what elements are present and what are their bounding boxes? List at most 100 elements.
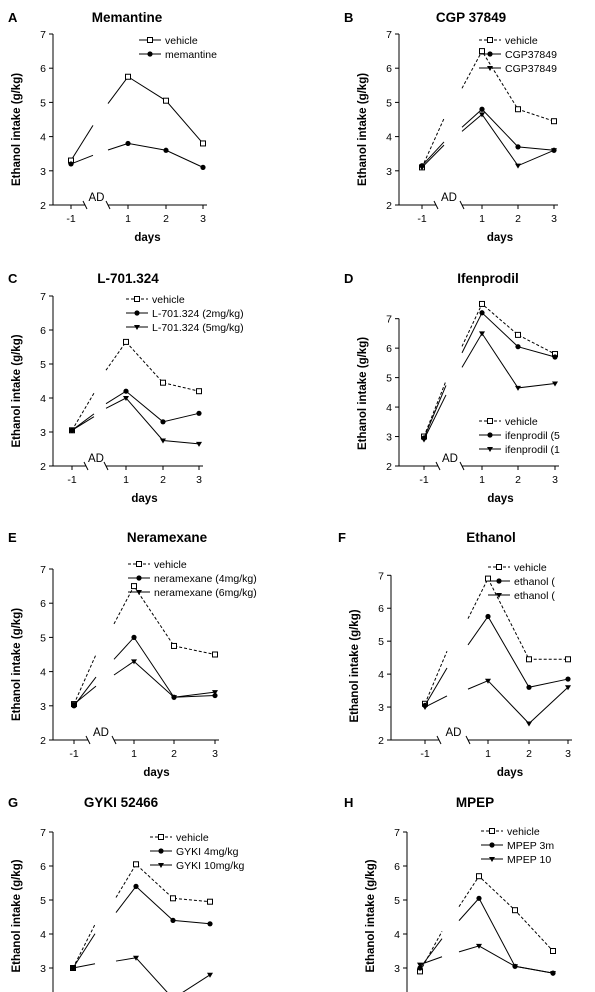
legend: vehicle neramexane (4mg/kg) neramexane (6m… bbox=[128, 559, 257, 599]
data-point-triangle bbox=[552, 381, 558, 387]
series-0 bbox=[70, 861, 213, 971]
data-point-circle bbox=[160, 419, 166, 425]
axis-break-label: AD bbox=[89, 192, 105, 204]
data-point-circle bbox=[479, 106, 485, 112]
series-line-segment bbox=[424, 695, 448, 708]
series-line-segment bbox=[421, 144, 445, 168]
panel-label: D bbox=[344, 271, 353, 286]
series-0 bbox=[68, 73, 206, 164]
legend-marker bbox=[136, 561, 142, 567]
series-line bbox=[467, 577, 568, 660]
series-line bbox=[115, 863, 211, 903]
y-axis-label: Ethanol intake (g/kg) bbox=[365, 859, 377, 972]
series-line bbox=[461, 303, 556, 355]
y-tick-label: 6 bbox=[386, 343, 392, 355]
legend: vehicle ifenprodil (5 ifenprodil (1 bbox=[479, 416, 560, 456]
legend-label: GYKI 4mg/kg bbox=[176, 846, 239, 858]
legend-marker bbox=[147, 51, 153, 57]
series-line-segment bbox=[70, 154, 94, 165]
y-tick-label: 7 bbox=[394, 827, 400, 839]
data-point-triangle bbox=[421, 437, 427, 443]
y-tick-label: 4 bbox=[386, 132, 392, 144]
panel-label: F bbox=[338, 530, 346, 545]
legend-marker bbox=[487, 51, 493, 57]
x-tick-label: 2 bbox=[515, 474, 521, 486]
legend-label: L-701.324 (5mg/kg) bbox=[152, 322, 244, 334]
series-line bbox=[115, 885, 211, 925]
axis-break-mark bbox=[82, 200, 88, 210]
data-point-circle bbox=[212, 692, 218, 699]
x-axis-label: days bbox=[487, 493, 513, 505]
x-tick-label: 1 bbox=[485, 748, 491, 760]
chart-panel-b: B CGP 37849 2 3 4 5 6 7 Ethanol intake (g/kg) AD -… bbox=[344, 10, 558, 244]
series-line-segment bbox=[421, 141, 445, 167]
axis-break-mark bbox=[465, 735, 471, 745]
legend-label: ifenprodil (1 bbox=[505, 444, 560, 456]
series-line-segment bbox=[72, 963, 96, 969]
series-line-segment bbox=[424, 650, 448, 704]
x-tick-label: 1 bbox=[125, 213, 131, 225]
legend-marker bbox=[134, 325, 140, 330]
y-tick-label: 2 bbox=[386, 200, 392, 212]
legend-label: MPEP 10 bbox=[507, 854, 551, 866]
x-tick-label: 2 bbox=[526, 748, 532, 760]
data-point-triangle bbox=[417, 962, 423, 968]
data-point-circle bbox=[485, 613, 491, 620]
data-point-triangle bbox=[131, 659, 137, 665]
series-1 bbox=[69, 388, 202, 433]
axis-break-label: AD bbox=[442, 453, 458, 465]
axis-break-mark bbox=[111, 735, 117, 745]
data-point-square bbox=[200, 140, 206, 147]
y-tick-label: 6 bbox=[386, 63, 392, 75]
data-point-triangle bbox=[515, 163, 521, 169]
data-point-circle bbox=[200, 164, 206, 170]
series-line bbox=[461, 113, 555, 167]
axis-break-mark bbox=[105, 200, 111, 210]
axis-break-mark bbox=[85, 735, 91, 745]
legend-marker bbox=[487, 37, 493, 43]
y-tick-label: 3 bbox=[40, 166, 46, 178]
x-tick-label: 2 bbox=[163, 213, 169, 225]
data-point-square bbox=[131, 583, 137, 590]
series-0 bbox=[421, 300, 558, 440]
data-point-triangle bbox=[479, 331, 485, 337]
series-2 bbox=[419, 112, 557, 171]
legend-label: memantine bbox=[165, 49, 217, 61]
y-tick-label: 2 bbox=[378, 735, 384, 747]
data-point-square bbox=[512, 907, 518, 914]
series-2 bbox=[422, 678, 571, 727]
data-point-square bbox=[526, 656, 532, 663]
y-tick-label: 7 bbox=[40, 827, 46, 839]
data-point-circle bbox=[207, 921, 213, 927]
y-axis-label: Ethanol intake (g/kg) bbox=[357, 73, 369, 186]
series-line bbox=[458, 875, 554, 952]
panel-label: E bbox=[8, 530, 17, 545]
legend: vehicle L-701.324 (2mg/kg) L-701.324 (5mg/… bbox=[126, 294, 244, 334]
legend-marker bbox=[487, 66, 493, 71]
y-tick-label: 6 bbox=[378, 603, 384, 615]
data-point-triangle bbox=[485, 678, 491, 684]
series-line bbox=[105, 341, 200, 392]
y-tick-label: 6 bbox=[40, 63, 46, 75]
data-point-circle bbox=[515, 144, 521, 150]
data-point-square bbox=[479, 300, 485, 307]
data-point-circle bbox=[123, 388, 129, 394]
data-point-circle bbox=[526, 684, 532, 690]
chart-panel-h: H MPEP 3 4 5 6 7 Ethanol intake (g/kg) vehicle MP… bbox=[344, 795, 556, 992]
y-tick-label: 4 bbox=[40, 393, 46, 405]
data-point-triangle bbox=[207, 972, 213, 978]
axis-break-label: AD bbox=[441, 192, 457, 204]
legend: vehicle memantine bbox=[139, 35, 217, 61]
legend-label: neramexane (6mg/kg) bbox=[154, 587, 257, 599]
y-tick-label: 3 bbox=[394, 963, 400, 975]
data-point-triangle bbox=[69, 428, 75, 434]
data-point-triangle bbox=[196, 441, 202, 447]
y-tick-label: 7 bbox=[40, 291, 46, 303]
x-tick-label: 3 bbox=[196, 474, 202, 486]
data-point-triangle bbox=[123, 396, 129, 401]
y-tick-label: 5 bbox=[378, 636, 384, 648]
x-tick-label: -1 bbox=[66, 213, 75, 225]
data-point-circle bbox=[131, 634, 137, 641]
y-tick-label: 5 bbox=[386, 373, 392, 385]
data-point-square bbox=[123, 338, 129, 345]
